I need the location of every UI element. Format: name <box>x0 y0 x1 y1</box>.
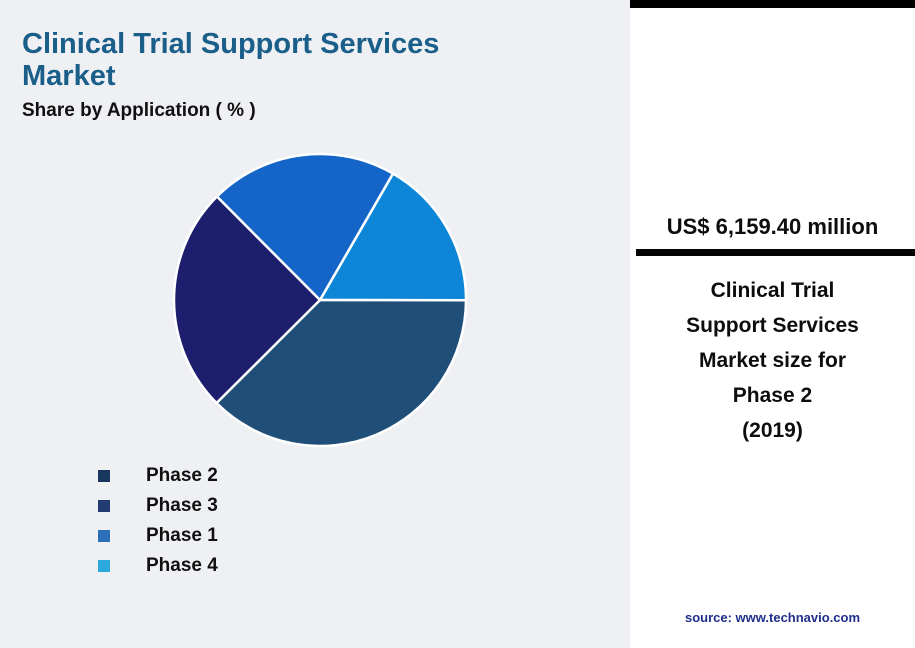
pie-slice-phase-3 <box>172 195 322 405</box>
legend-item-phase-2: Phase 2 <box>98 461 218 491</box>
legend-item-phase-1: Phase 1 <box>98 521 218 551</box>
page-title-line1: Clinical Trial Support Services <box>22 28 440 60</box>
panel-top-bar <box>630 0 915 8</box>
chart-section: Clinical Trial Support Services Market Sh… <box>22 28 582 581</box>
pie-slice-phase-1 <box>215 152 395 302</box>
chart-subtitle: Share by Application ( % ) <box>22 100 256 121</box>
legend-label: Phase 3 <box>146 495 218 516</box>
page-title-line2: Market <box>22 60 116 92</box>
stat-divider <box>636 249 915 256</box>
pie-slice-phase-2 <box>215 298 468 448</box>
legend-marker <box>98 470 110 482</box>
legend-label: Phase 1 <box>146 525 218 546</box>
legend-marker <box>98 560 110 572</box>
stat-value: US$ 6,159.40 million <box>666 214 879 239</box>
pie-slice-phase-4 <box>318 172 468 302</box>
legend: Phase 2 Phase 3 Phase 1 Phase 4 <box>98 461 218 581</box>
legend-label: Phase 2 <box>146 465 218 486</box>
legend-item-phase-4: Phase 4 <box>98 551 218 581</box>
pie-chart-container <box>170 150 470 450</box>
source-text: source: www.technavio.com <box>684 610 861 625</box>
page-title: Clinical Trial Support Services Market <box>22 28 582 92</box>
legend-item-phase-3: Phase 3 <box>98 491 218 521</box>
stats-panel: US$ 6,159.40 million Clinical Trial Supp… <box>630 0 915 648</box>
legend-marker <box>98 500 110 512</box>
legend-label: Phase 4 <box>146 555 218 576</box>
stat-description: Clinical Trial Support Services Market s… <box>686 279 859 442</box>
pie-chart <box>172 152 468 448</box>
legend-marker <box>98 530 110 542</box>
